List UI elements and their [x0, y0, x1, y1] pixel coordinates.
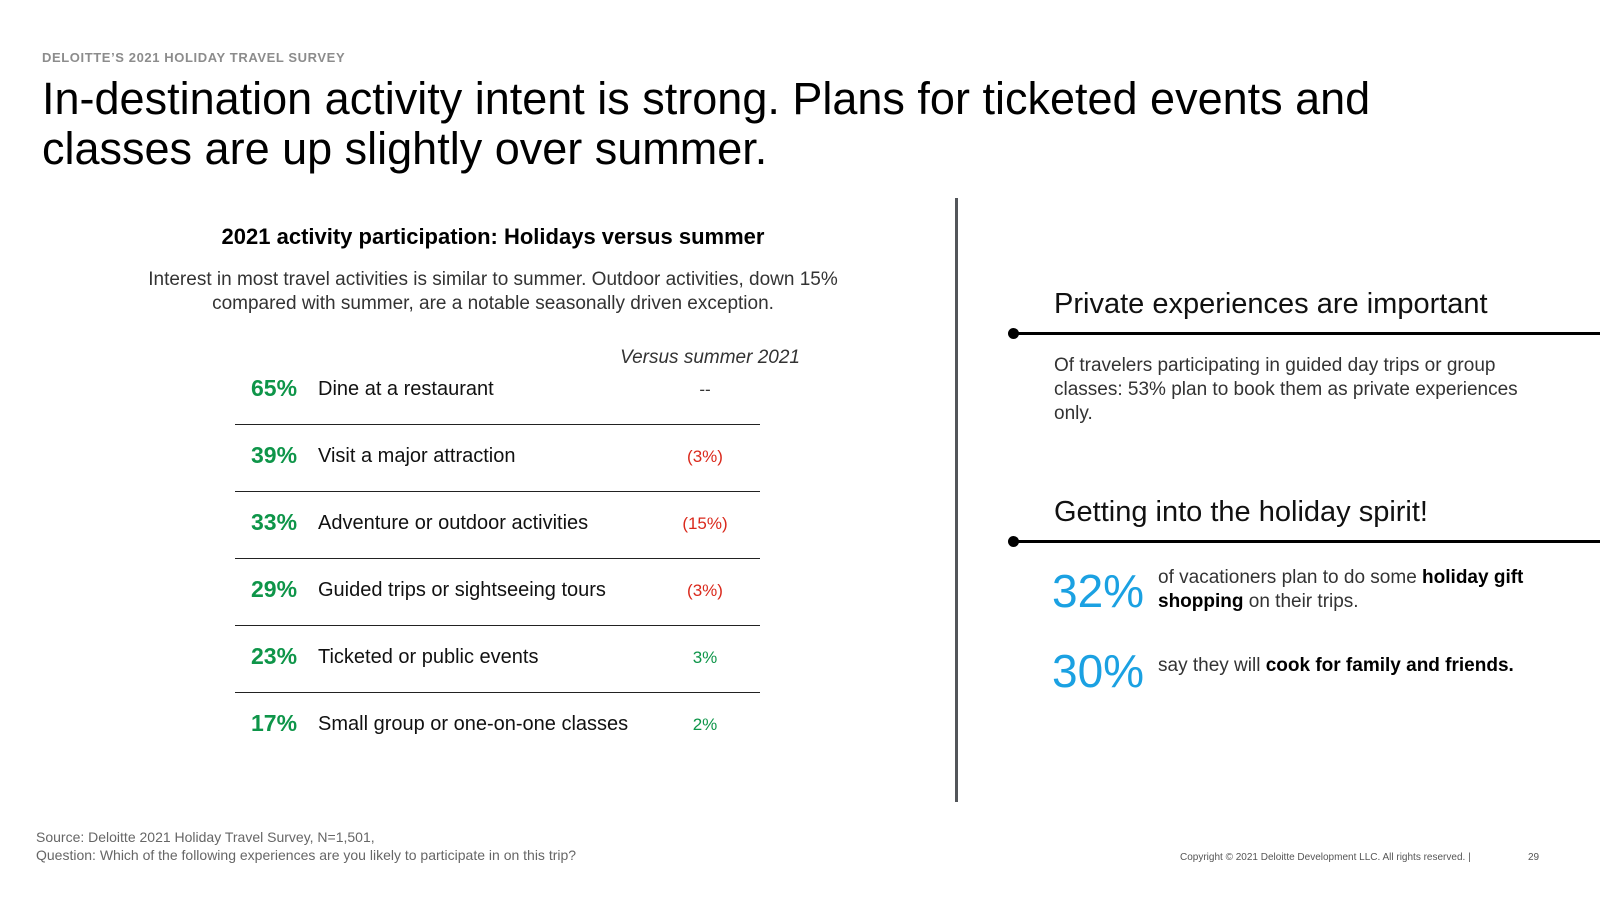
private-section-dot [1008, 328, 1019, 339]
row-delta: (15%) [682, 514, 728, 533]
row-percent: 23% [251, 643, 298, 669]
table-row: 17% Small group or one-on-one classes 2% [235, 693, 760, 759]
row-percent: 39% [251, 442, 298, 468]
row-delta: (3%) [687, 581, 723, 600]
stat-cook-text-bold: cook for family and friends. [1265, 655, 1514, 676]
eyebrow: DELOITTE’S 2021 HOLIDAY TRAVEL SURVEY [42, 50, 346, 65]
row-label: Guided trips or sightseeing tours [318, 579, 606, 601]
stat-cook-text: say they will cook for family and friend… [1158, 654, 1588, 678]
page-number: 29 [1528, 852, 1540, 863]
table-row: 39% Visit a major attraction (3%) [235, 425, 760, 492]
stat-gift-text-pre: of vacationers plan to do some [1158, 567, 1423, 588]
row-label: Ticketed or public events [318, 646, 539, 668]
page-title: In-destination activity intent is strong… [42, 73, 1371, 174]
stat-gift-text: of vacationers plan to do some holiday g… [1158, 566, 1578, 614]
table-row: 29% Guided trips or sightseeing tours (3%) [235, 559, 760, 626]
table-row: 23% Ticketed or public events 3% [235, 626, 760, 693]
holiday-section-title: Getting into the holiday spirit! [1054, 496, 1428, 528]
stat-gift-text-bold: holiday gift shopping [1158, 567, 1524, 612]
row-percent: 17% [251, 710, 298, 736]
private-section-line [1014, 332, 1600, 335]
table-row: 65% Dine at a restaurant -- [235, 358, 760, 425]
row-delta: 2% [692, 715, 718, 734]
copyright: Copyright © 2021 Deloitte Development LL… [1180, 852, 1471, 863]
chart-subtitle: Interest in most travel activities is si… [148, 269, 838, 314]
vertical-divider [955, 198, 958, 802]
row-percent: 29% [251, 576, 298, 602]
holiday-section-dot [1008, 536, 1019, 547]
row-label: Adventure or outdoor activities [318, 512, 589, 534]
source-line-2: Question: Which of the following experie… [36, 847, 577, 863]
row-percent: 33% [251, 509, 298, 535]
row-label: Visit a major attraction [318, 445, 516, 467]
row-delta: -- [699, 380, 711, 399]
column-header: Versus summer 2021 [620, 347, 800, 368]
row-delta: (3%) [687, 447, 723, 466]
source-line-1: Source: Deloitte 2021 Holiday Travel Sur… [36, 829, 375, 845]
row-delta: 3% [692, 648, 718, 667]
row-label: Small group or one-on-one classes [318, 713, 629, 735]
stat-cook-text-pre: say they will [1158, 655, 1266, 676]
activity-table: 65% Dine at a restaurant -- 39% Visit a majo… [235, 358, 760, 759]
table-row: 33% Adventure or outdoor activities (15%) [235, 492, 760, 559]
chart-title: 2021 activity participation: Holidays ve… [221, 224, 765, 249]
private-section-body: Of travelers participating in guided day… [1054, 355, 1518, 424]
holiday-section-line [1014, 540, 1600, 543]
source-note: Source: Deloitte 2021 Holiday Travel Sur… [36, 828, 576, 864]
stat-gift-value: 32% [1052, 565, 1145, 617]
stat-cook-value: 30% [1052, 645, 1145, 697]
row-label: Dine at a restaurant [318, 378, 494, 400]
private-section-title: Private experiences are important [1054, 288, 1488, 320]
row-percent: 65% [251, 375, 298, 401]
stat-gift-text-post: on their trips. [1243, 591, 1359, 612]
